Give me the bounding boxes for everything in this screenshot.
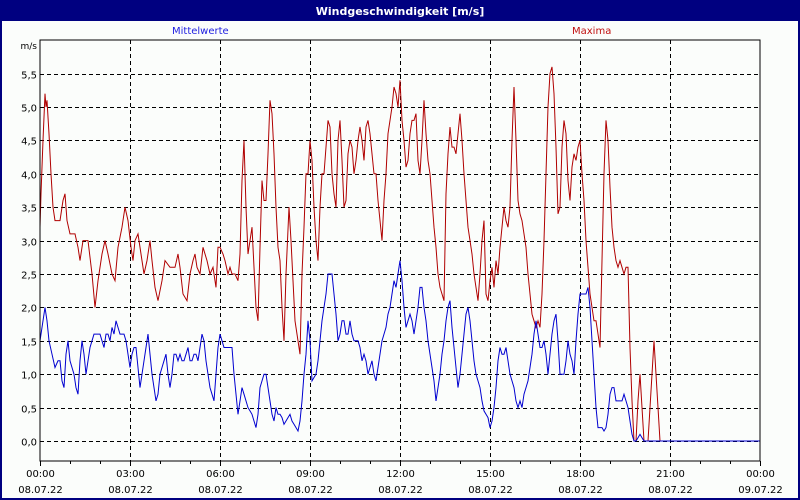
x-tick-date: 08.07.22 xyxy=(198,485,243,496)
y-tick-label: 2,0 xyxy=(21,304,37,315)
x-tick-date: 08.07.22 xyxy=(378,485,423,496)
plot-frame xyxy=(39,39,761,462)
y-tick-label: 5,5 xyxy=(21,71,37,82)
y-tick-label: 4,5 xyxy=(21,137,37,148)
y-tick-label: 0,5 xyxy=(21,405,37,416)
x-tick-time: 21:00 xyxy=(656,469,685,480)
y-tick-label: 3,0 xyxy=(21,238,37,249)
y-unit-label: m/s xyxy=(21,42,38,52)
x-tick-time: 09:00 xyxy=(296,469,325,480)
legend-maxima: Maxima xyxy=(572,26,612,37)
y-tick-label: 5,0 xyxy=(21,104,37,115)
x-tick-time: 00:00 xyxy=(26,469,55,480)
y-tick-label: 2,5 xyxy=(21,271,37,282)
x-tick-time: 03:00 xyxy=(116,469,145,480)
y-tick-label: 4,0 xyxy=(21,171,37,182)
y-tick-label: 1,5 xyxy=(21,338,37,349)
x-axis: 00:00 08.07.22 03:00 08.07.22 06:00 08.07.22 0… xyxy=(18,461,783,496)
legend-mittelwerte: Mittelwerte xyxy=(172,26,229,37)
x-tick-date: 08.07.22 xyxy=(108,485,153,496)
x-tick-date: 08.07.22 xyxy=(468,485,513,496)
mittelwerte-line xyxy=(39,260,760,442)
x-tick-time: 18:00 xyxy=(566,469,595,480)
window-title: Windgeschwindigkeit [m/s] xyxy=(2,2,798,21)
x-tick-date: 08.07.22 xyxy=(288,485,333,496)
x-tick-date: 09.07.22 xyxy=(738,485,783,496)
x-tick-time: 12:00 xyxy=(386,469,415,480)
x-tick-date: 08.07.22 xyxy=(558,485,603,496)
maxima-line xyxy=(39,66,760,442)
x-tick-date: 08.07.22 xyxy=(18,485,63,496)
x-tick-time: 06:00 xyxy=(206,469,235,480)
y-tick-label: 0,0 xyxy=(21,438,37,449)
y-tick-label: 3,5 xyxy=(21,204,37,215)
y-axis: 0,0 0,5 1,0 1,5 2,0 2,5 3,0 3,5 4,0 4,5 5,0 5,5 m/s xyxy=(21,42,38,449)
x-tick-time: 15:00 xyxy=(476,469,505,480)
chart-grid xyxy=(40,40,760,461)
x-tick-date: 08.07.22 xyxy=(648,485,693,496)
y-tick-label: 1,0 xyxy=(21,371,37,382)
x-tick-time: 00:00 xyxy=(746,469,775,480)
